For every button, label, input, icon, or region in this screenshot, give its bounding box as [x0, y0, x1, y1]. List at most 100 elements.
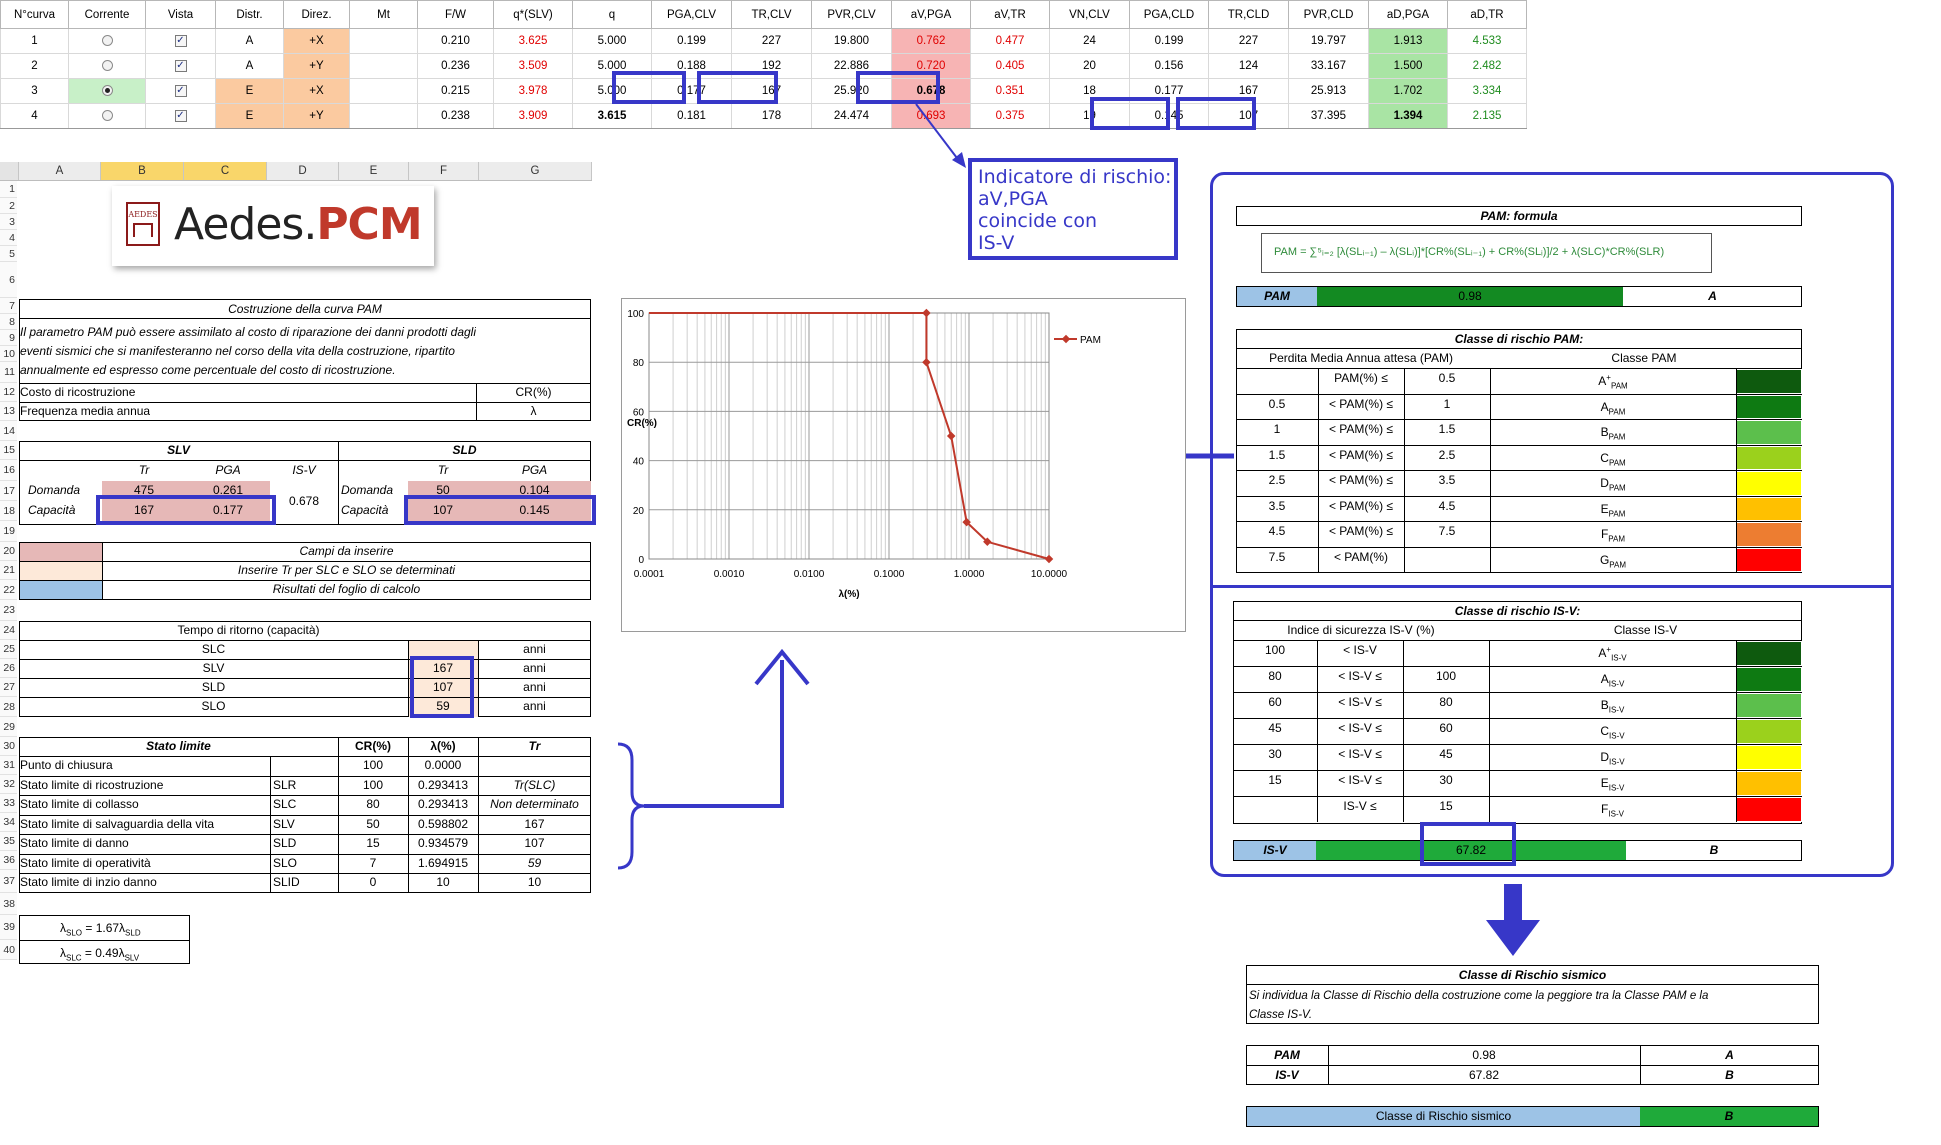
header-7[interactable]: q*(SLV): [493, 0, 573, 29]
row-header[interactable]: 7: [0, 298, 17, 314]
row-header[interactable]: 2: [0, 198, 17, 214]
current-radio[interactable]: [101, 85, 113, 97]
row-header[interactable]: 11: [0, 362, 17, 383]
visible-checkbox[interactable]: ✓: [174, 84, 187, 97]
curve-row[interactable]: 1 ✓ A +X 0.210 3.625 5.000 0.199 227 19.800 0.762 0…: [0, 28, 1527, 54]
row-header[interactable]: 12: [0, 383, 17, 402]
slv-capacita-pga[interactable]: 0.177: [212, 503, 244, 517]
header-12[interactable]: aV,PGA: [891, 0, 971, 29]
row-header[interactable]: 35: [0, 832, 17, 851]
cell-corrente[interactable]: [68, 103, 146, 129]
row-header[interactable]: 26: [0, 659, 17, 678]
final-result-row: [1246, 1106, 1819, 1127]
row-header[interactable]: 23: [0, 600, 17, 621]
col-f[interactable]: F: [409, 162, 479, 180]
visible-checkbox[interactable]: ✓: [174, 109, 187, 122]
header-8[interactable]: q: [572, 0, 652, 29]
slv-domanda-pga[interactable]: 0.261: [212, 483, 244, 497]
row-header[interactable]: 9: [0, 330, 17, 346]
header-15[interactable]: PGA,CLD: [1129, 0, 1209, 29]
header-4[interactable]: Direz.: [283, 0, 350, 29]
stato-cr: 7: [369, 855, 377, 870]
header-10[interactable]: TR,CLV: [731, 0, 812, 29]
pam_panel-class-label: APAM: [1490, 395, 1736, 421]
header-17[interactable]: PVR,CLD: [1288, 0, 1369, 29]
col-e[interactable]: E: [339, 162, 409, 180]
col-c[interactable]: C: [184, 162, 267, 180]
row-header[interactable]: 34: [0, 813, 17, 832]
row-header[interactable]: 10: [0, 346, 17, 362]
col-a[interactable]: A: [19, 162, 101, 180]
stato-cr: 80: [366, 797, 380, 811]
row-header[interactable]: 22: [0, 580, 17, 600]
isv_panel-hi: 45: [1439, 747, 1453, 761]
row-header[interactable]: 3: [0, 214, 17, 230]
row-header[interactable]: 1: [0, 181, 17, 198]
current-radio[interactable]: [101, 60, 113, 72]
row-header[interactable]: 21: [0, 561, 17, 580]
cell-vista[interactable]: ✓: [145, 53, 216, 79]
sld-domanda-tr[interactable]: 50: [436, 483, 450, 497]
row-header[interactable]: 4: [0, 230, 17, 246]
row-header[interactable]: 8: [0, 314, 17, 330]
current-radio[interactable]: [101, 35, 113, 47]
class-sub: PAM: [1608, 483, 1626, 493]
row-header[interactable]: 27: [0, 678, 17, 697]
row-header[interactable]: 38: [0, 893, 17, 915]
tempo-value[interactable]: 59: [436, 699, 450, 713]
corner-cell[interactable]: [0, 162, 19, 180]
col-d[interactable]: D: [267, 162, 339, 180]
slv-capacita-tr[interactable]: 167: [133, 503, 155, 517]
cell-corrente[interactable]: [68, 78, 146, 104]
row-header[interactable]: 17: [0, 481, 17, 501]
row-header[interactable]: 37: [0, 870, 17, 893]
row-header[interactable]: 19: [0, 521, 17, 542]
row-header[interactable]: 15: [0, 441, 17, 460]
row-header[interactable]: 39: [0, 915, 17, 940]
sld-capacita-tr[interactable]: 107: [432, 503, 454, 517]
row-header[interactable]: 33: [0, 794, 17, 813]
row-header[interactable]: 30: [0, 737, 17, 756]
row-header[interactable]: 31: [0, 756, 17, 775]
row-header[interactable]: 29: [0, 717, 17, 737]
header-11[interactable]: PVR,CLV: [811, 0, 892, 29]
row-header[interactable]: 24: [0, 621, 17, 640]
tempo-value[interactable]: 167: [432, 661, 454, 675]
col-g[interactable]: G: [479, 162, 592, 180]
sld-domanda-pga[interactable]: 0.104: [519, 483, 550, 497]
row-header[interactable]: 6: [0, 262, 17, 298]
slv-domanda-tr[interactable]: 475: [133, 483, 155, 497]
row-header[interactable]: 14: [0, 421, 17, 441]
tempo-value[interactable]: 107: [432, 680, 454, 694]
row-header[interactable]: 40: [0, 940, 17, 960]
stato-name: Stato limite di ricostruzione: [20, 777, 164, 792]
row-header[interactable]: 5: [0, 246, 17, 262]
row-header[interactable]: 32: [0, 775, 17, 794]
sld-capacita-pga[interactable]: 0.145: [519, 503, 550, 517]
header-18[interactable]: aD,PGA: [1368, 0, 1448, 29]
isv_panel-color-swatch: [1736, 719, 1802, 744]
isv_panel-class-label: CIS-V: [1489, 719, 1736, 745]
row-header[interactable]: 28: [0, 697, 17, 717]
header-5[interactable]: Mt: [349, 0, 418, 29]
visible-checkbox[interactable]: ✓: [174, 34, 187, 47]
row-header[interactable]: 25: [0, 640, 17, 659]
cell-vista[interactable]: ✓: [145, 78, 216, 104]
row-header[interactable]: 36: [0, 851, 17, 870]
stato-name: Stato limite di salvaguardia della vita: [20, 816, 215, 831]
header-14[interactable]: VN,CLV: [1049, 0, 1130, 29]
col-b[interactable]: B: [101, 162, 184, 180]
row-header[interactable]: 13: [0, 402, 17, 421]
row-header[interactable]: 20: [0, 542, 17, 561]
header-0[interactable]: N°curva: [0, 0, 69, 29]
pam_panel-op: PAM(%) ≤: [1334, 371, 1388, 385]
pam-class: A: [1708, 289, 1717, 303]
header-16[interactable]: TR,CLD: [1208, 0, 1289, 29]
header-6[interactable]: F/W: [417, 0, 494, 29]
current-radio[interactable]: [101, 110, 113, 122]
row-header[interactable]: 16: [0, 460, 17, 481]
row-header[interactable]: 18: [0, 501, 17, 521]
visible-checkbox[interactable]: ✓: [174, 59, 187, 72]
header-19[interactable]: aD,TR: [1447, 0, 1527, 29]
stato-tr: Non determinato: [490, 797, 579, 811]
